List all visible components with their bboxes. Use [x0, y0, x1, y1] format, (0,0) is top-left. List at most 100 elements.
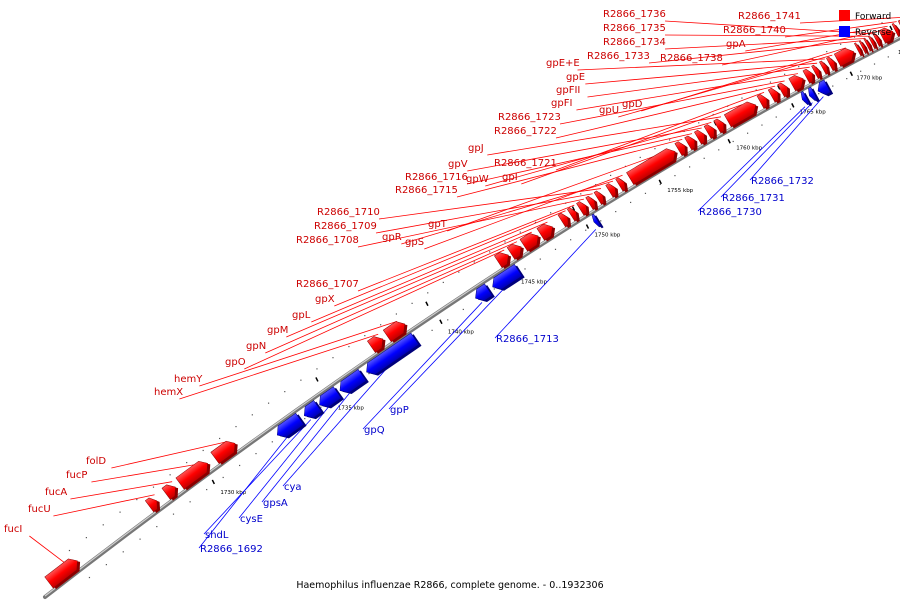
minor-tick [122, 551, 124, 553]
gene-gpl[interactable] [536, 220, 559, 242]
gene-label-cya: cya [284, 482, 302, 493]
gene-fuca[interactable] [161, 481, 182, 502]
minor-tick [68, 549, 71, 552]
gene-shdl[interactable] [300, 400, 325, 424]
gene-gpv[interactable] [694, 128, 710, 147]
leader-line [521, 104, 743, 185]
gene-r2866-1722[interactable] [767, 86, 784, 105]
leader-line [585, 62, 818, 85]
leader-line [334, 210, 566, 307]
gene-r2866-1735[interactable] [863, 37, 875, 54]
gene-r2866-1733[interactable] [854, 42, 865, 59]
gene-r2866-1734[interactable] [858, 39, 870, 56]
major-tick [791, 103, 795, 108]
gene-gpe[interactable] [811, 63, 825, 80]
minor-tick [741, 97, 743, 99]
minor-tick [732, 140, 734, 143]
gene-gpo[interactable] [494, 248, 514, 269]
gene-fucp[interactable] [175, 457, 215, 491]
gene-hemy[interactable] [382, 317, 411, 343]
gene-gpq[interactable] [472, 283, 495, 306]
minor-tick [812, 58, 814, 60]
gene-gpp[interactable] [489, 263, 525, 294]
gene-r2866-1730[interactable] [799, 91, 813, 108]
gene-gpr[interactable] [605, 181, 622, 199]
gene-gpe-e[interactable] [819, 59, 832, 76]
gene-gpn[interactable] [506, 240, 527, 261]
gene-cyse[interactable] [315, 386, 345, 413]
leader-line [261, 391, 352, 503]
gene-r2866-1692[interactable] [273, 412, 307, 442]
gene-label-gpj: gpJ [468, 143, 484, 154]
gene-r2866-1713[interactable] [590, 213, 604, 230]
leader-line [447, 156, 654, 232]
gene-gps[interactable] [615, 175, 631, 193]
gene-r2866-1710[interactable] [593, 189, 609, 207]
minor-tick [550, 212, 552, 214]
minor-tick [493, 288, 495, 290]
gene-label-gpe: gpE [566, 72, 585, 83]
gene-fold[interactable] [210, 437, 242, 466]
gene-label-gpu: gpU [599, 105, 619, 116]
gene-r2866-1738[interactable] [872, 32, 885, 49]
gene-label-r2866-1735: R2866_1735 [603, 23, 666, 34]
gene-gpx[interactable] [557, 211, 574, 229]
minor-tick [698, 122, 700, 124]
gene-r2866-1723[interactable] [777, 80, 794, 99]
gene-r2866-1708[interactable] [576, 199, 593, 217]
minor-tick [431, 329, 433, 331]
leader-line [378, 188, 602, 220]
gene-fuci[interactable] [44, 554, 85, 590]
gene-gpw[interactable] [703, 122, 720, 141]
gene-r2866-1736[interactable] [867, 34, 879, 51]
gene-fucu[interactable] [144, 494, 163, 514]
gene-r2866-1731[interactable] [806, 86, 820, 104]
gene-r2866-1707[interactable] [566, 205, 582, 223]
gene-gpm[interactable] [519, 229, 545, 253]
gene-gpt[interactable] [626, 145, 681, 187]
gene-gpfii[interactable] [802, 67, 818, 86]
minor-tick [222, 476, 224, 479]
gene-label-cyse: cysE [240, 514, 263, 525]
leader-line [282, 363, 391, 487]
gene-label-r2866-1738: R2866_1738 [660, 53, 723, 64]
tick-label: 1760 kbp [736, 145, 762, 151]
gene-label-gpr: gpR [382, 232, 402, 243]
minor-tick [853, 36, 856, 38]
gene-gpsa[interactable] [336, 368, 369, 398]
gene-label-gpi: gpI [502, 172, 518, 183]
gene-r2866-1715[interactable] [674, 139, 691, 158]
minor-tick [88, 576, 91, 579]
gene-r2866-1740[interactable] [891, 22, 900, 39]
major-tick [585, 224, 590, 229]
minor-tick [239, 464, 241, 467]
minor-tick [411, 302, 413, 304]
minor-tick [761, 124, 763, 126]
gene-r2866-1732[interactable] [815, 79, 834, 99]
minor-tick [840, 43, 842, 45]
gene-hemx[interactable] [367, 332, 389, 354]
gene-gpfi[interactable] [788, 72, 809, 93]
gene-gpi[interactable] [723, 98, 761, 129]
minor-tick [554, 248, 557, 250]
gene-label-r2866-1732: R2866_1732 [751, 176, 814, 187]
leader-line [53, 494, 155, 517]
leader-line [362, 302, 483, 430]
minor-tick [654, 148, 656, 150]
gene-gpu[interactable] [826, 55, 840, 73]
gene-cya[interactable] [363, 332, 422, 380]
minor-tick [172, 513, 175, 515]
gene-r2866-1709[interactable] [585, 194, 601, 212]
genome-backbone [43, 36, 900, 599]
gene-r2866-1721[interactable] [756, 92, 773, 111]
gene-gpj[interactable] [713, 116, 730, 135]
minor-tick [202, 449, 204, 452]
gene-gpa[interactable] [878, 25, 898, 46]
minor-tick [189, 501, 191, 503]
gene-r2866-1716[interactable] [684, 133, 701, 152]
minor-tick [251, 414, 253, 416]
minor-tick [152, 486, 155, 488]
gene-gpd[interactable] [833, 45, 859, 69]
minor-tick [271, 441, 273, 443]
